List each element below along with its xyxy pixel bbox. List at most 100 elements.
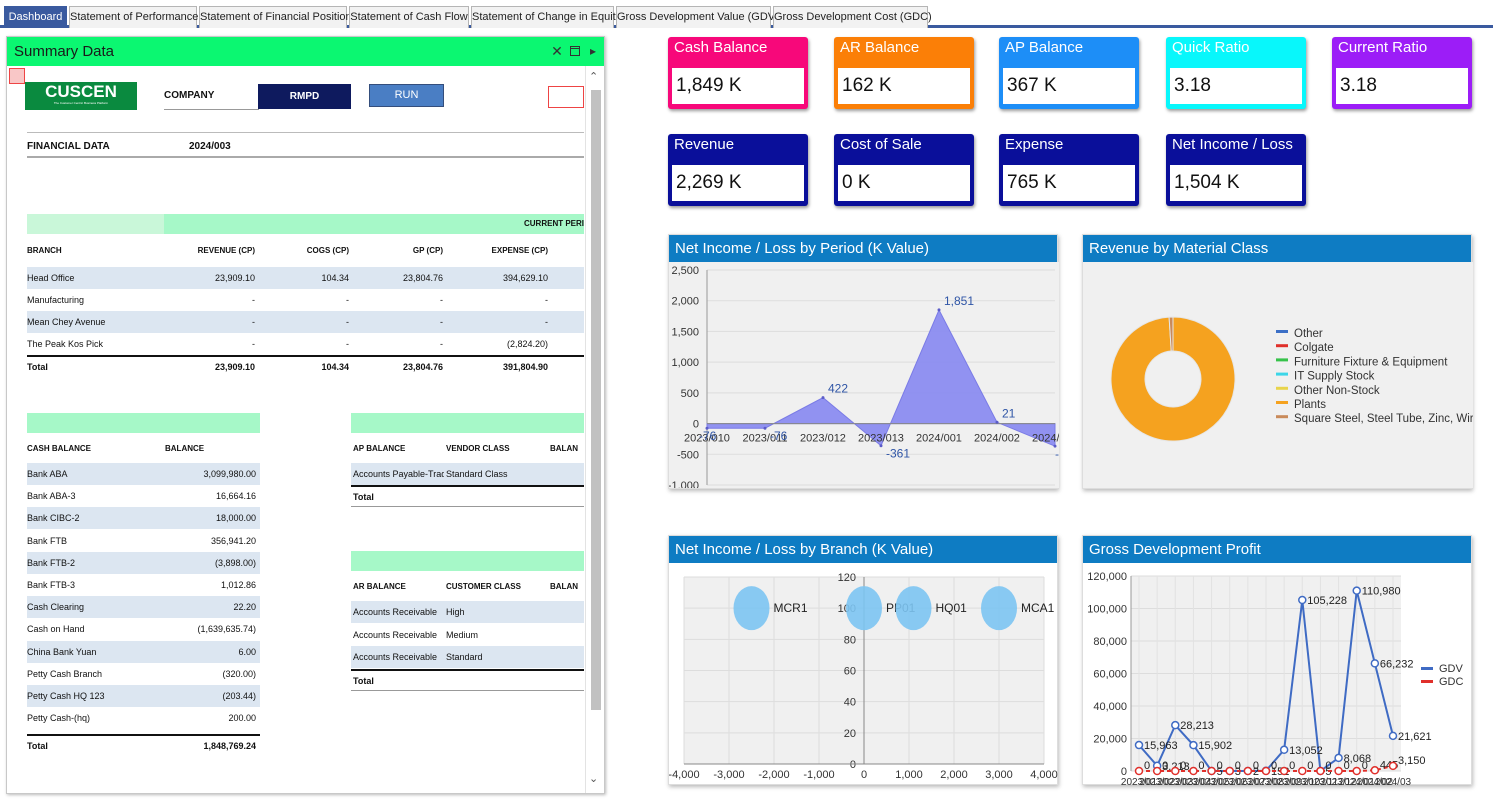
x-tick-label: 1,000 [895, 769, 923, 781]
run-button[interactable]: RUN [369, 84, 444, 107]
branch-name: Head Office [27, 273, 75, 283]
branch-value: - [346, 317, 349, 327]
x-tick-label: 2023/05 [1193, 777, 1230, 785]
kpi-card[interactable]: Cost of Sale 0 K [834, 134, 974, 206]
data-label: -76 [770, 429, 788, 443]
close-icon[interactable]: ✕ [551, 43, 563, 59]
kpi-card[interactable]: Expense 765 K [999, 134, 1139, 206]
scrollbar-thumb[interactable] [591, 90, 601, 710]
y-tick-label: 20,000 [1093, 734, 1127, 746]
scroll-up-icon[interactable]: ⌃ [589, 71, 599, 83]
scatter-point [733, 586, 770, 631]
branch-value: - [440, 295, 443, 305]
net-income-by-branch-title: Net Income / Loss by Branch (K Value) [669, 536, 1057, 563]
kpi-value: 3.18 [1336, 68, 1468, 104]
kpi-card[interactable]: Cash Balance 1,849 K [668, 37, 808, 109]
kpi-label: AR Balance [840, 39, 920, 56]
data-point [1334, 766, 1343, 776]
x-tick-label: 2023/03 [1157, 777, 1194, 785]
tab-statement-of-cash-flow[interactable]: Statement of Cash Flow [349, 6, 469, 28]
cash-balance: 22.20 [233, 602, 256, 613]
expand-arrow-icon[interactable]: ▸ [589, 44, 597, 58]
data-point [1189, 740, 1198, 750]
branch-total-value: 23,804.76 [402, 362, 443, 372]
data-point [1053, 444, 1057, 448]
net-income-by-period-title: Net Income / Loss by Period (K Value) [669, 235, 1057, 262]
kpi-label: Expense [1005, 136, 1064, 153]
revenue-by-material-chart: Other Colgate Furniture Fixture & Equipmen… [1083, 262, 1473, 488]
kpi-card[interactable]: AR Balance 162 K [834, 37, 974, 109]
x-tick-label: 2023/06 [1212, 777, 1249, 785]
data-label: -368 [1055, 447, 1059, 461]
company-select[interactable]: RMPD [258, 84, 351, 109]
ar-customer-class: Medium [446, 629, 479, 640]
scatter-point [846, 586, 882, 631]
data-label: -361 [886, 447, 910, 461]
kpi-card[interactable]: Revenue 2,269 K [668, 134, 808, 206]
maximize-icon[interactable] [568, 37, 582, 66]
x-tick-label: -4,000 [669, 769, 700, 781]
legend-label: GDC [1439, 676, 1464, 688]
tab-statement-of-performance[interactable]: Statement of Performance [69, 6, 198, 28]
branch-value: (2,824.20) [506, 339, 548, 349]
branch-value: - [440, 317, 443, 327]
data-point [879, 444, 883, 448]
legend-label: IT Supply Stock [1294, 371, 1375, 383]
cash-account: Cash on Hand [27, 624, 85, 635]
y-tick-label: 100,000 [1087, 604, 1127, 616]
data-label: 2 [1253, 766, 1259, 778]
point-label: HQ01 [936, 601, 968, 615]
ar-account: Accounts Receivable [353, 629, 438, 640]
legend-label: Furniture Fixture & Equipment [1294, 356, 1448, 368]
legend-label: Other [1294, 328, 1323, 340]
y-tick-label: -500 [677, 449, 699, 461]
x-tick-label: 4,000 [1030, 769, 1058, 781]
data-label: 0 [1217, 760, 1223, 772]
ap-account: Accounts Payable-Trade [353, 469, 444, 479]
x-tick-label: -2,000 [758, 769, 789, 781]
legend-swatch [1276, 344, 1288, 348]
kpi-card[interactable]: Current Ratio 3.18 [1332, 37, 1472, 109]
branch-value: - [545, 295, 548, 305]
y-tick-label: 1,000 [671, 357, 699, 369]
cash-total-value: 1,848,769.24 [203, 741, 256, 751]
tab-gdv[interactable]: Gross Development Value (GDV) [616, 6, 779, 28]
branch-total-value: 104.34 [321, 362, 349, 372]
kpi-card[interactable]: Net Income / Loss 1,504 K [1166, 134, 1306, 206]
branch-value: 23,909.10 [214, 273, 255, 283]
table-row: Cash on Hand (1,639,635.74) [27, 618, 260, 641]
y-tick-label: 500 [681, 388, 699, 400]
tab-gdc[interactable]: Gross Development Cost (GDC) [773, 6, 932, 28]
y-tick-label: 60 [844, 666, 856, 678]
data-label: 0 [1180, 760, 1186, 772]
x-tick-label: 2023/04 [1175, 777, 1212, 785]
summary-panel: Summary Data ✕ ▸ CUSCEN The Customer Cen… [6, 36, 605, 794]
data-label: 0 [1198, 760, 1204, 772]
table-row: China Bank Yuan 6.00 [27, 640, 260, 663]
vertical-scrollbar[interactable]: ⌃ ⌄ [585, 66, 604, 793]
cash-total-label: Total [27, 741, 48, 751]
tab-dashboard[interactable]: Dashboard [4, 6, 67, 28]
scroll-down-icon[interactable]: ⌄ [589, 773, 599, 785]
red-box[interactable] [548, 86, 584, 108]
table-row: Bank FTB-2 (3,898.00) [27, 551, 260, 574]
x-tick-label: -3,000 [713, 769, 744, 781]
x-tick-label: 2024/01 [1339, 777, 1376, 785]
x-tick-label: 2023/08 [1248, 777, 1285, 785]
branch-total-value: 391,804.90 [502, 362, 548, 372]
table-row: Petty Cash-(hq) 200.00 [27, 707, 260, 730]
kpi-label: Current Ratio [1338, 39, 1428, 56]
small-marker-icon [9, 68, 25, 84]
y-tick-label: 20 [844, 728, 856, 740]
ar-customer-class: Standard [446, 652, 483, 662]
tab-statement-of-change-in-equity[interactable]: Statement of Change in Equity [471, 6, 621, 28]
y-tick-label: 120,000 [1087, 571, 1127, 583]
ap-header-band [351, 413, 584, 433]
legend-swatch [1276, 401, 1288, 404]
cash-account: Bank ABA-3 [27, 491, 76, 502]
kpi-card[interactable]: Quick Ratio 3.18 [1166, 37, 1306, 109]
tab-statement-of-financial-position[interactable]: Statement of Financial Position [199, 6, 352, 28]
y-tick-label: 120 [838, 572, 856, 584]
kpi-card[interactable]: AP Balance 367 K [999, 37, 1139, 109]
data-point [1279, 766, 1289, 776]
